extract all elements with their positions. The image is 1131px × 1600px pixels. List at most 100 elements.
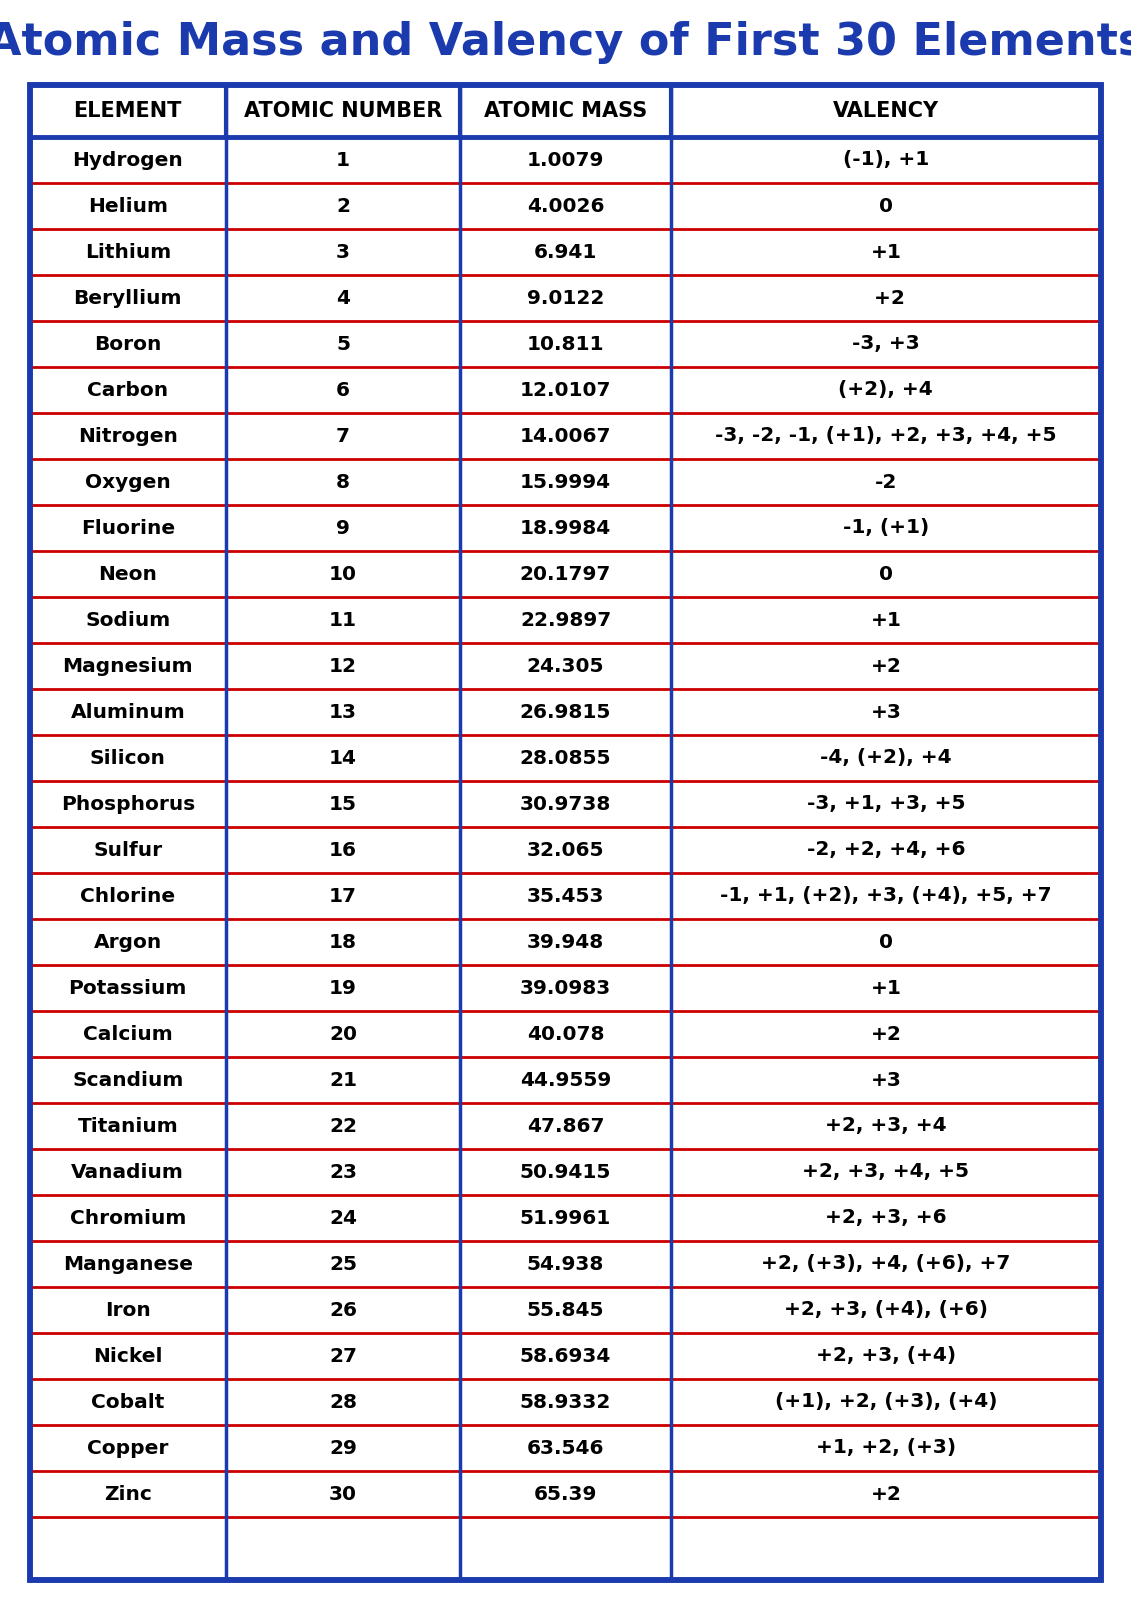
Text: Vanadium: Vanadium: [71, 1163, 184, 1181]
Text: Helium: Helium: [88, 197, 167, 216]
Text: +1: +1: [871, 243, 901, 261]
Text: 5: 5: [336, 334, 349, 354]
Text: +2, +3, +6: +2, +3, +6: [824, 1208, 947, 1227]
Text: 18: 18: [329, 933, 357, 952]
Text: Oxygen: Oxygen: [85, 472, 171, 491]
Text: Manganese: Manganese: [63, 1254, 192, 1274]
Text: +3: +3: [871, 702, 901, 722]
Text: 30: 30: [329, 1485, 357, 1504]
Text: +1, +2, (+3): +1, +2, (+3): [815, 1438, 956, 1458]
Text: 4.0026: 4.0026: [527, 197, 604, 216]
Text: 3: 3: [336, 243, 349, 261]
Text: Cobalt: Cobalt: [92, 1392, 164, 1411]
Text: 17: 17: [329, 886, 357, 906]
Text: 26: 26: [329, 1301, 357, 1320]
Text: 39.948: 39.948: [527, 933, 604, 952]
Text: 0: 0: [879, 565, 892, 584]
Text: 13: 13: [329, 702, 357, 722]
Text: 24: 24: [329, 1208, 357, 1227]
Text: 44.9559: 44.9559: [520, 1070, 611, 1090]
Text: 1.0079: 1.0079: [527, 150, 604, 170]
Text: 9.0122: 9.0122: [527, 288, 604, 307]
Text: Atomic Mass and Valency of First 30 Elements: Atomic Mass and Valency of First 30 Elem…: [0, 21, 1131, 64]
Text: Potassium: Potassium: [69, 979, 187, 997]
Text: Chlorine: Chlorine: [80, 886, 175, 906]
Text: 18.9984: 18.9984: [520, 518, 611, 538]
Text: 25: 25: [329, 1254, 357, 1274]
Text: Silicon: Silicon: [89, 749, 166, 768]
Text: 28: 28: [329, 1392, 357, 1411]
Text: 15.9994: 15.9994: [520, 472, 611, 491]
Text: 58.6934: 58.6934: [520, 1347, 611, 1365]
Text: +1: +1: [871, 611, 901, 629]
Text: (-1), +1: (-1), +1: [843, 150, 929, 170]
Text: Nickel: Nickel: [93, 1347, 163, 1365]
Text: 51.9961: 51.9961: [520, 1208, 611, 1227]
Text: -1, +1, (+2), +3, (+4), +5, +7: -1, +1, (+2), +3, (+4), +5, +7: [720, 886, 1052, 906]
Text: 15: 15: [329, 795, 357, 813]
Text: +2: +2: [871, 1485, 901, 1504]
Text: 8: 8: [336, 472, 349, 491]
Text: -3, -2, -1, (+1), +2, +3, +4, +5: -3, -2, -1, (+1), +2, +3, +4, +5: [715, 427, 1056, 445]
Text: 22: 22: [329, 1117, 357, 1136]
Text: Magnesium: Magnesium: [62, 656, 193, 675]
Text: 12: 12: [329, 656, 357, 675]
Text: -2, +2, +4, +6: -2, +2, +4, +6: [806, 840, 965, 859]
Text: 26.9815: 26.9815: [520, 702, 611, 722]
Text: +2, +3, +4: +2, +3, +4: [824, 1117, 947, 1136]
Text: -3, +3: -3, +3: [852, 334, 920, 354]
Text: Nitrogen: Nitrogen: [78, 427, 178, 445]
Text: Neon: Neon: [98, 565, 157, 584]
Text: Chromium: Chromium: [70, 1208, 185, 1227]
Text: 22.9897: 22.9897: [520, 611, 611, 629]
Text: 4: 4: [336, 288, 349, 307]
Text: +2: +2: [871, 1024, 901, 1043]
Text: VALENCY: VALENCY: [832, 101, 939, 122]
Text: 55.845: 55.845: [527, 1301, 604, 1320]
Text: Carbon: Carbon: [87, 381, 169, 400]
Text: +2, +3, (+4): +2, +3, (+4): [815, 1347, 956, 1365]
Text: Iron: Iron: [105, 1301, 150, 1320]
Text: 6: 6: [336, 381, 349, 400]
Text: +2: +2: [866, 288, 905, 307]
Text: (+1), +2, (+3), (+4): (+1), +2, (+3), (+4): [775, 1392, 998, 1411]
Text: 39.0983: 39.0983: [520, 979, 611, 997]
Text: Titanium: Titanium: [77, 1117, 179, 1136]
Text: Zinc: Zinc: [104, 1485, 152, 1504]
Text: Scandium: Scandium: [72, 1070, 183, 1090]
Text: -2: -2: [874, 472, 897, 491]
Text: 58.9332: 58.9332: [520, 1392, 611, 1411]
Text: 0: 0: [879, 197, 892, 216]
Text: Fluorine: Fluorine: [80, 518, 175, 538]
Text: +3: +3: [871, 1070, 901, 1090]
Text: 21: 21: [329, 1070, 357, 1090]
Text: 9: 9: [336, 518, 349, 538]
Text: 20: 20: [329, 1024, 357, 1043]
Text: +2, +3, +4, +5: +2, +3, +4, +5: [802, 1163, 969, 1181]
Text: +1: +1: [871, 979, 901, 997]
Text: 23: 23: [329, 1163, 357, 1181]
Text: Argon: Argon: [94, 933, 162, 952]
Text: -1, (+1): -1, (+1): [843, 518, 929, 538]
Text: 20.1797: 20.1797: [520, 565, 611, 584]
Text: ATOMIC MASS: ATOMIC MASS: [484, 101, 647, 122]
Text: 12.0107: 12.0107: [520, 381, 611, 400]
Text: 47.867: 47.867: [527, 1117, 604, 1136]
Text: 28.0855: 28.0855: [520, 749, 611, 768]
Text: 54.938: 54.938: [527, 1254, 604, 1274]
Text: -3, +1, +3, +5: -3, +1, +3, +5: [806, 795, 965, 813]
Text: 0: 0: [879, 933, 892, 952]
Text: 16: 16: [329, 840, 357, 859]
Text: 29: 29: [329, 1438, 357, 1458]
Text: 6.941: 6.941: [534, 243, 597, 261]
Text: 35.453: 35.453: [527, 886, 604, 906]
Text: 2: 2: [336, 197, 349, 216]
Text: 1: 1: [336, 150, 349, 170]
Text: Calcium: Calcium: [83, 1024, 173, 1043]
Text: +2, (+3), +4, (+6), +7: +2, (+3), +4, (+6), +7: [761, 1254, 1010, 1274]
Text: 14.0067: 14.0067: [520, 427, 611, 445]
Text: 14: 14: [329, 749, 357, 768]
Text: 11: 11: [329, 611, 357, 629]
Text: 27: 27: [329, 1347, 357, 1365]
Text: 50.9415: 50.9415: [520, 1163, 611, 1181]
